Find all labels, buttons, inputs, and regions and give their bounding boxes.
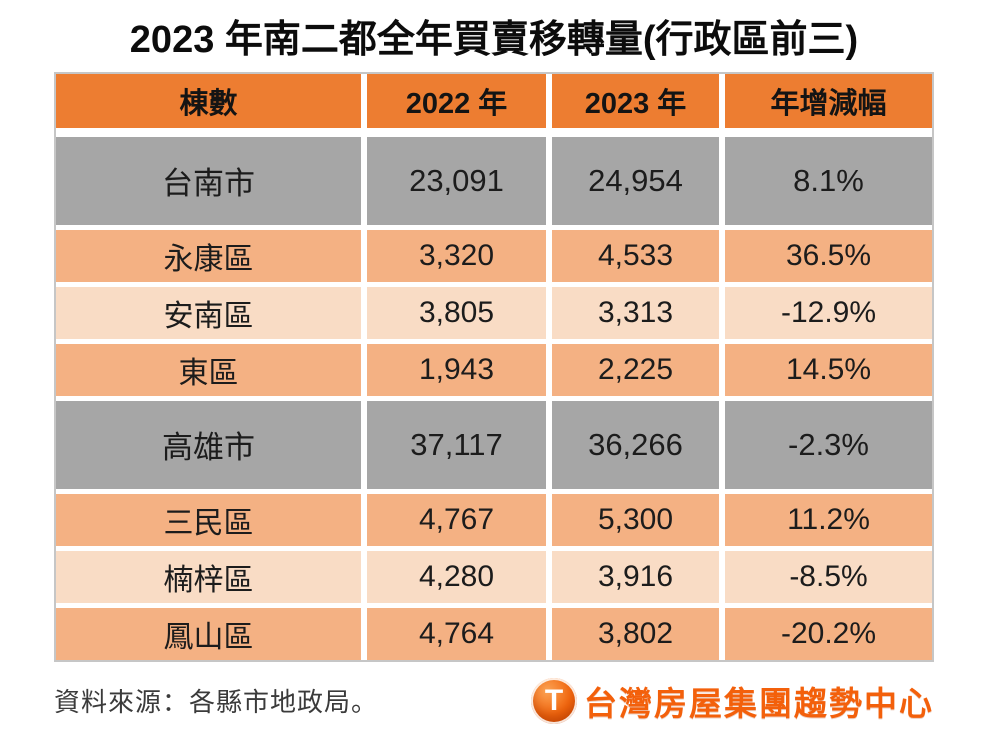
taiwan-housing-logo: T 台灣房屋集團趨勢中心 [531,677,934,725]
row-name-cell: 永康區 [56,229,361,282]
row-2023-cell: 2,225 [552,343,719,396]
table-row-nanzih: 楠梓區 4,280 3,916 -8.5% [56,550,932,603]
row-2023-cell: 36,266 [552,400,719,489]
row-2022-cell: 3,805 [367,286,546,339]
row-2022-cell: 23,091 [367,136,546,225]
row-name-cell: 安南區 [56,286,361,339]
row-change-cell: -12.9% [725,286,932,339]
row-name-cell: 楠梓區 [56,550,361,603]
table-row-sanmin: 三民區 4,767 5,300 11.2% [56,493,932,546]
row-name-cell: 高雄市 [56,400,361,489]
row-2022-cell: 3,320 [367,229,546,282]
header-cell-2022: 2022 年 [367,73,546,128]
table-row-kaohsiung: 高雄市 37,117 36,266 -2.3% [56,400,932,489]
row-change-cell: 11.2% [725,493,932,546]
row-name-cell: 東區 [56,343,361,396]
data-table: 棟數 2022 年 2023 年 年增減幅 台南市 23,091 24,954 … [54,71,934,662]
footer: 資料來源：各縣市地政局。 T 台灣房屋集團趨勢中心 [54,677,934,725]
row-2022-cell: 4,280 [367,550,546,603]
row-2023-cell: 4,533 [552,229,719,282]
row-change-cell: -8.5% [725,550,932,603]
row-2023-cell: 5,300 [552,493,719,546]
row-2022-cell: 4,767 [367,493,546,546]
row-2023-cell: 3,802 [552,607,719,660]
table-row-fengshan: 鳳山區 4,764 3,802 -20.2% [56,607,932,660]
table-row-annan: 安南區 3,805 3,313 -12.9% [56,286,932,339]
row-2023-cell: 3,313 [552,286,719,339]
row-2023-cell: 3,916 [552,550,719,603]
row-name-cell: 台南市 [56,136,361,225]
header-cell-units: 棟數 [56,73,361,128]
table-row-east: 東區 1,943 2,225 14.5% [56,343,932,396]
page-title: 2023 年南二都全年買賣移轉量(行政區前三) [129,19,859,61]
row-change-cell: -20.2% [725,607,932,660]
row-2022-cell: 4,764 [367,607,546,660]
row-name-cell: 鳳山區 [56,607,361,660]
row-2022-cell: 1,943 [367,343,546,396]
row-change-cell: 36.5% [725,229,932,282]
row-change-cell: -2.3% [725,400,932,489]
t-house-icon: T [531,677,577,724]
logo-text: 台灣房屋集團趨勢中心 [584,684,934,722]
table-row-tainan: 台南市 23,091 24,954 8.1% [56,136,932,225]
source-note: 資料來源：各縣市地政局。 [54,687,379,718]
header-cell-2023: 2023 年 [552,73,719,128]
row-2023-cell: 24,954 [552,136,719,225]
table-row-yongkang: 永康區 3,320 4,533 36.5% [56,229,932,282]
table-header-row: 棟數 2022 年 2023 年 年增減幅 [56,73,932,128]
row-change-cell: 14.5% [725,343,932,396]
row-name-cell: 三民區 [56,493,361,546]
row-2022-cell: 37,117 [367,400,546,489]
infographic-page: 2023 年南二都全年買賣移轉量(行政區前三) 棟數 2022 年 2023 年… [0,18,988,736]
row-change-cell: 8.1% [725,136,932,225]
header-cell-change: 年增減幅 [725,73,932,128]
